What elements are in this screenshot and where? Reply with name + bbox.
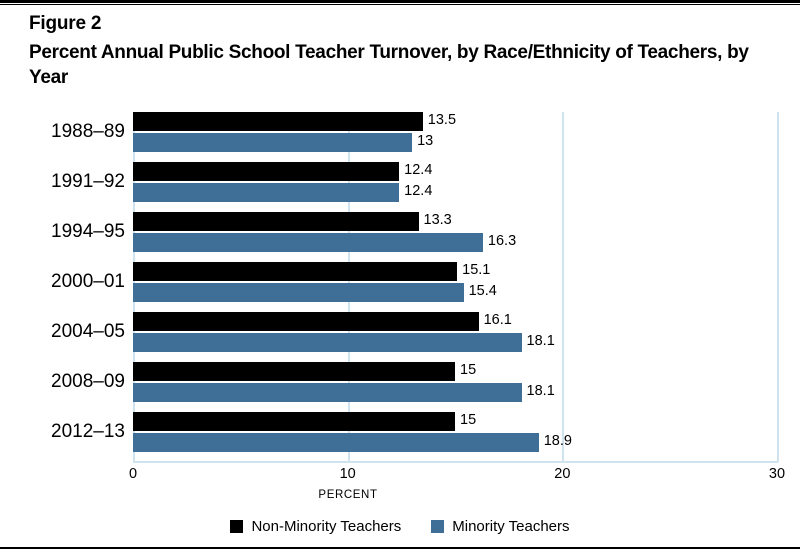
bar-value-label: 15 [460, 362, 477, 378]
bar [133, 433, 539, 452]
plot-area: 13.5 13 12.4 12.4 13.3 16.3 15.1 15.4 16.1 18.1 15… [133, 112, 779, 462]
bar [133, 212, 419, 231]
bar-value-label: 16.3 [487, 233, 517, 249]
category-label: 2000–01 [51, 271, 125, 292]
bar-value-label: 18.9 [543, 433, 572, 449]
bar [133, 283, 464, 302]
chart-legend: Non-Minority Teachers Minority Teachers [0, 519, 800, 534]
bar [133, 233, 483, 252]
bar [133, 312, 479, 331]
category-label: 2012–13 [51, 421, 125, 442]
bar [133, 333, 522, 352]
bar [133, 412, 455, 431]
chart-title: Percent Annual Public School Teacher Tur… [29, 42, 749, 88]
x-tick-label: 10 [339, 466, 356, 482]
bar-group: 12.4 12.4 [133, 162, 777, 212]
bar-group: 15 18.1 [133, 362, 777, 412]
bar-value-label: 13 [417, 133, 434, 149]
bar-value-label: 15.4 [468, 283, 497, 299]
bar-group: 13.3 16.3 [133, 212, 777, 262]
figure-label: Figure 2 [29, 13, 102, 34]
legend-swatch-icon [230, 520, 244, 533]
bar [133, 133, 413, 152]
bar-value-label: 12.4 [404, 183, 433, 199]
bar-value-label: 18.1 [526, 333, 555, 349]
x-axis-title: PERCENT [318, 489, 378, 501]
bar [133, 362, 455, 381]
bar-group: 15.1 15.4 [133, 262, 777, 312]
bar [133, 112, 423, 131]
x-axis-line [133, 461, 778, 463]
category-label: 1988–89 [51, 121, 125, 142]
gridline-20 [562, 112, 565, 462]
bar-value-label: 13.3 [423, 212, 452, 228]
x-tick-label: 30 [768, 466, 786, 482]
bar-value-label: 18.1 [526, 383, 555, 399]
category-label: 1991–92 [51, 171, 125, 192]
legend-item: Non-Minority Teachers [230, 519, 401, 534]
bar-value-label: 12.4 [404, 162, 433, 178]
x-tick-label: 20 [554, 466, 571, 482]
legend-swatch-icon [431, 520, 445, 533]
category-label: 2004–05 [51, 321, 125, 342]
bar [133, 262, 458, 281]
bar-value-label: 16.1 [483, 312, 512, 328]
bar-group: 13.5 13 [133, 112, 777, 162]
bar-group: 16.1 18.1 [133, 312, 777, 362]
legend-label: Non-Minority Teachers [251, 518, 402, 535]
x-tick-label: 0 [128, 466, 138, 482]
page-rule-bottom [0, 547, 800, 550]
page-rule-top [0, 0, 800, 5]
bar [133, 162, 400, 181]
bar-value-label: 15 [460, 412, 477, 428]
category-label: 1994–95 [51, 221, 125, 242]
bar-group: 15 18.9 [133, 412, 777, 462]
bar [133, 383, 522, 402]
category-label: 2008–09 [51, 371, 125, 392]
legend-item: Minority Teachers [431, 518, 570, 535]
bar-value-label: 13.5 [427, 112, 457, 128]
legend-label: Minority Teachers [452, 518, 570, 535]
bar-value-label: 15.1 [462, 262, 491, 278]
gridline-30 [777, 112, 779, 462]
bar [133, 183, 400, 202]
